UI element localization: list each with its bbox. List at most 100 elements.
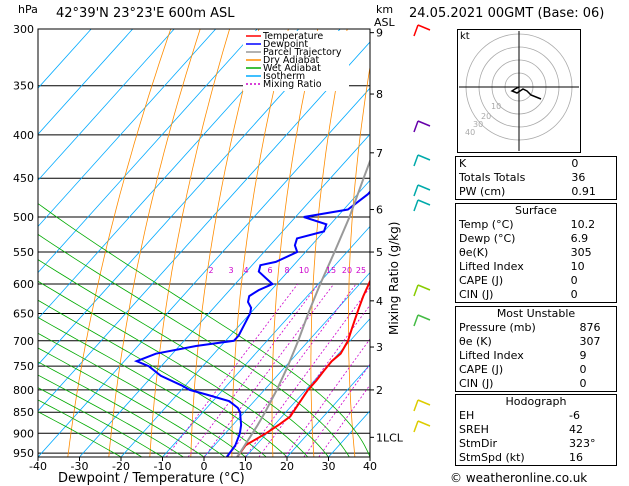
right-axis-label: Mixing Ratio (g/kg) (387, 222, 401, 335)
wind-barb (413, 154, 431, 167)
km-tick-label: 1LCL (376, 431, 404, 444)
x-tick-label: 20 (280, 460, 294, 473)
legend-label: Mixing Ratio (263, 79, 322, 90)
index-row: CIN (J) 0 (459, 377, 587, 390)
wind-barb (413, 284, 431, 297)
pressure-tick-label: 600 (13, 278, 34, 291)
dry-adiabat-line (231, 29, 289, 457)
index-row: Pressure (mb) 876 (459, 321, 601, 334)
mixing-ratio-label: 6 (267, 266, 272, 275)
hpa-unit: hPa (18, 3, 38, 16)
isotherm-line (38, 29, 341, 366)
pressure-tick-label: 850 (13, 406, 34, 419)
index-table-most-unstable: Most Unstable Pressure (mb) 876 θe (K) 307… (455, 306, 617, 392)
index-row: CAPE (J) 0 (459, 274, 578, 287)
index-row: θe(K) 305 (459, 246, 592, 259)
most-unstable-title: Most Unstable (496, 307, 576, 320)
pressure-tick-label: 650 (13, 308, 34, 321)
index-row: StmDir 323° (459, 437, 596, 450)
wet-adiabat-line (38, 411, 122, 457)
mixing-ratio-label: 15 (326, 266, 336, 275)
wind-barb (413, 184, 431, 197)
wet-adiabat-line (38, 347, 226, 457)
wet-adiabat-line (38, 387, 163, 457)
index-row: StmSpd (kt) 16 (459, 451, 583, 464)
km-tick-label: 3 (376, 341, 383, 354)
wind-barb (413, 24, 431, 37)
wind-barb (413, 120, 431, 133)
pressure-tick-label: 950 (13, 447, 34, 460)
isotherm-line (120, 179, 370, 457)
legend-label: Dewpoint (263, 39, 308, 50)
wet-adiabat-line (38, 259, 329, 457)
km-tick-label: 9 (376, 27, 383, 40)
mixing-ratio-line (187, 283, 319, 457)
legend-label: Dry Adiabat (263, 55, 320, 66)
hodograph-ring-label: 30 (473, 120, 483, 129)
pressure-tick-label: 800 (13, 384, 34, 397)
wet-adiabat-line (38, 299, 288, 457)
legend-label: Isotherm (263, 71, 305, 82)
isotherm-line (286, 364, 370, 457)
index-row: Dewp (°C) 6.9 (459, 232, 589, 245)
mixing-ratio-label: 25 (356, 266, 366, 275)
isotherm-line (79, 133, 370, 457)
dry-adiabat-line (271, 29, 319, 457)
asl-unit: ASL (374, 16, 395, 29)
legend-label: Temperature (262, 31, 323, 42)
km-unit: km (376, 3, 394, 16)
index-table-surface: Surface Temp (°C) 10.2 Dewp (°C) 6.9 θe(K)… (455, 203, 617, 303)
hodograph-ring-label: 40 (465, 128, 475, 137)
hodograph-ring-label: 20 (481, 112, 491, 121)
index-row: Lifted Index 9 (459, 349, 587, 362)
plot-area (38, 29, 437, 457)
pressure-tick-label: 700 (13, 335, 34, 348)
dry-adiabat-line (108, 29, 201, 457)
index-table-hodograph: Hodograph EH -6 SREH 42 StmDir 323° StmSpd … (455, 394, 617, 466)
pressure-tick-label: 400 (13, 129, 34, 142)
wind-barb (413, 420, 431, 433)
pressure-tick-label: 450 (13, 172, 34, 185)
mixing-ratio-label: 20 (342, 266, 352, 275)
wet-adiabat-line (38, 374, 184, 457)
legend-label: Wet Adiabat (263, 63, 321, 74)
km-tick-label: 5 (376, 246, 383, 259)
x-axis-label: Dewpoint / Temperature (°C) (58, 471, 245, 486)
isotherm-line (203, 271, 370, 457)
mixing-ratio-label: 2 (208, 266, 213, 275)
series-dewpoint (133, 190, 370, 457)
mixing-ratio-line (318, 384, 370, 457)
km-tick-label: 2 (376, 384, 383, 397)
index-row: Lifted Index 10 (459, 260, 585, 273)
mixing-ratio-line (258, 304, 370, 457)
x-tick-label: 40 (363, 460, 377, 473)
mixing-ratio-line (244, 286, 370, 457)
series-temperature (236, 278, 370, 457)
wet-adiabat-line (38, 399, 143, 457)
dry-adiabat-line (310, 29, 348, 457)
datetime-title: 24.05.2021 00GMT (Base: 06) (409, 6, 605, 21)
dry-adiabat-line (420, 29, 437, 457)
pressure-tick-label: 300 (13, 23, 34, 36)
dry-adiabat-line (149, 29, 230, 457)
x-tick-label: 10 (239, 460, 253, 473)
x-tick-label: -30 (71, 460, 89, 473)
wet-adiabat-line (38, 280, 309, 457)
isotherm-line (38, 41, 370, 412)
hodograph-ring-label: 10 (491, 102, 501, 111)
pressure-tick-label: 750 (13, 360, 34, 373)
wet-adiabat-line (38, 361, 205, 457)
x-tick-label: -20 (112, 460, 130, 473)
wet-adiabat-line (38, 233, 350, 457)
wind-barb (413, 199, 431, 212)
mixing-ratio-line (165, 283, 298, 457)
mixing-ratio-line (203, 283, 335, 457)
mixing-ratio-line (284, 338, 370, 457)
index-row: PW (cm) 0.91 (459, 185, 596, 198)
isotherm-line (38, 87, 370, 457)
wind-barb (413, 399, 431, 412)
copyright: © weatheronline.co.uk (450, 471, 588, 485)
